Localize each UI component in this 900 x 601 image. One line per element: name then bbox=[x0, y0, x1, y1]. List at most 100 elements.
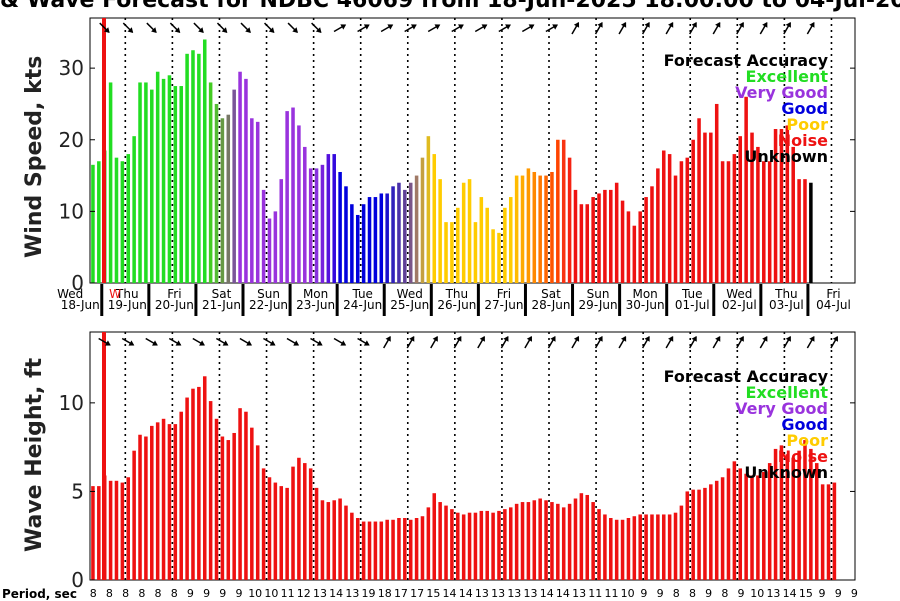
wave-bar bbox=[714, 480, 719, 580]
wave-bar bbox=[91, 486, 95, 580]
wave-bar bbox=[585, 494, 590, 580]
wind-arrow-head bbox=[644, 21, 650, 28]
wave-bar bbox=[438, 502, 442, 580]
wind-bar bbox=[208, 82, 213, 283]
wave-bar bbox=[208, 401, 213, 580]
wave-bar bbox=[820, 484, 825, 580]
wind-bar bbox=[756, 146, 760, 283]
wave-arrow-head bbox=[620, 335, 627, 342]
wind-bar bbox=[150, 89, 154, 284]
day-label-date: 01-Jul bbox=[675, 298, 710, 312]
wave-direction-arrow bbox=[594, 335, 603, 349]
wind-ytick-label: 0 bbox=[71, 271, 84, 295]
day-label-dow: Wed bbox=[397, 287, 423, 301]
wind-arrow-head bbox=[268, 27, 275, 33]
wave-direction-arrow bbox=[286, 337, 300, 346]
wave-bar bbox=[179, 411, 183, 580]
wind-bar bbox=[550, 171, 554, 283]
day-label-date: 18-Jun bbox=[61, 298, 100, 312]
wind-plot-frame bbox=[89, 17, 856, 284]
wave-bar bbox=[832, 482, 837, 580]
wave-direction-arrow bbox=[406, 335, 415, 349]
wind-bar bbox=[673, 175, 678, 283]
wind-arrow-head bbox=[738, 21, 744, 28]
wind-arrow-head bbox=[315, 27, 322, 33]
period-value: 9 bbox=[235, 587, 242, 600]
wind-direction-arrow bbox=[736, 21, 744, 35]
wave-arrow-head bbox=[340, 340, 347, 346]
wind-bar bbox=[514, 175, 519, 283]
wind-direction-arrow bbox=[521, 24, 535, 33]
wave-bar bbox=[650, 514, 654, 580]
wind-bar bbox=[167, 75, 172, 283]
wave-bar bbox=[526, 502, 531, 580]
wind-arrow-head bbox=[221, 27, 228, 33]
wind-bar bbox=[679, 161, 684, 283]
wave-bar bbox=[261, 468, 266, 580]
wave-bar bbox=[202, 376, 207, 580]
wind-direction-arrow bbox=[357, 24, 370, 33]
wind-bar bbox=[285, 111, 289, 283]
wave-bar bbox=[144, 436, 148, 580]
wind-bar bbox=[132, 136, 136, 283]
wind-direction-arrow bbox=[545, 24, 559, 33]
day-label-dow: Mon bbox=[303, 287, 328, 301]
period-value: 8 bbox=[689, 587, 696, 600]
wave-arrow-head bbox=[222, 340, 229, 346]
wave-bar bbox=[579, 493, 584, 580]
wave-bar bbox=[255, 445, 260, 580]
wave-arrow-head bbox=[597, 335, 603, 342]
wind-arrow-head bbox=[809, 21, 815, 28]
wind-bar bbox=[797, 179, 801, 283]
wave-bar bbox=[685, 491, 690, 580]
wave-bar bbox=[773, 448, 778, 580]
wind-bar bbox=[620, 200, 625, 283]
day-label-dow: Fri bbox=[826, 287, 840, 301]
wind-bar bbox=[232, 89, 236, 284]
wind-bar bbox=[220, 118, 225, 284]
wave-bar bbox=[444, 505, 448, 580]
wave-bar bbox=[379, 521, 384, 580]
wave-bar bbox=[691, 489, 695, 580]
wind-arrow-head bbox=[245, 27, 251, 33]
wave-bar bbox=[320, 500, 325, 580]
wind-bar bbox=[532, 171, 537, 283]
wind-arrow-head bbox=[785, 21, 791, 28]
wave-arrow-head bbox=[269, 340, 276, 346]
wave-bar bbox=[267, 477, 272, 580]
wave-bar bbox=[226, 440, 231, 580]
wave-bar bbox=[397, 518, 401, 580]
wave-bar bbox=[344, 505, 348, 580]
wind-bar bbox=[497, 232, 501, 283]
wind-bar bbox=[403, 189, 407, 283]
wave-bar bbox=[461, 514, 466, 580]
wave-legend-entry: Excellent bbox=[746, 383, 829, 402]
period-axis-label: Period, sec bbox=[2, 587, 77, 601]
wave-bar bbox=[332, 500, 336, 580]
wind-arrow-head bbox=[340, 24, 347, 30]
wave-direction-arrow bbox=[310, 337, 323, 346]
wind-bar bbox=[191, 50, 195, 283]
wave-bar bbox=[385, 519, 389, 580]
wind-bar bbox=[332, 154, 336, 283]
period-value: 9 bbox=[219, 587, 226, 600]
wind-direction-arrow bbox=[99, 22, 110, 33]
wind-ytick-label: 20 bbox=[59, 128, 84, 152]
period-value: 8 bbox=[122, 587, 129, 600]
wave-direction-arrow bbox=[477, 335, 485, 349]
wave-bar bbox=[185, 397, 189, 580]
wave-bar bbox=[791, 457, 795, 580]
wave-ytick-label: 0 bbox=[71, 568, 84, 592]
wave-direction-arrow bbox=[736, 335, 744, 349]
wind-bar bbox=[767, 161, 772, 283]
wave-arrow-head bbox=[785, 335, 791, 342]
wind-bar bbox=[467, 179, 472, 283]
wave-bar bbox=[614, 519, 619, 580]
period-value: 9 bbox=[657, 587, 664, 600]
wave-bar bbox=[426, 507, 431, 580]
wind-bar bbox=[391, 186, 395, 283]
wave-direction-arrow bbox=[333, 337, 347, 346]
wind-arrow-head bbox=[292, 27, 298, 33]
period-value: 14 bbox=[329, 587, 343, 600]
wave-bar bbox=[661, 514, 666, 580]
